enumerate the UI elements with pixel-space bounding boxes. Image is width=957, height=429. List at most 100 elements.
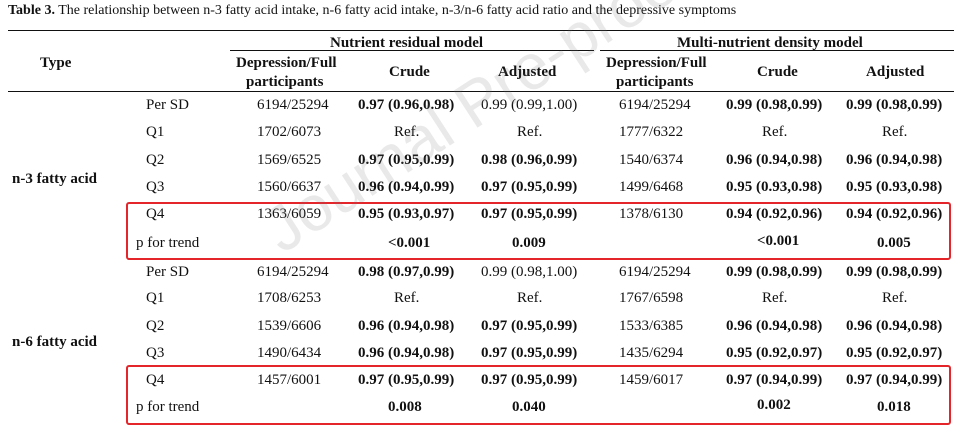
table-cell: 1539/6606: [257, 318, 322, 334]
table-cell: 0.96 (0.94,0.98): [358, 318, 455, 334]
table-cell: 0.95 (0.93,0.97): [358, 206, 455, 222]
table-cell: <0.001: [388, 235, 431, 251]
header-depression-2b: participants: [616, 74, 694, 90]
table-cell: Ref.: [517, 124, 543, 140]
table-cell: 0.97 (0.95,0.99): [358, 152, 455, 168]
row-label: Q3: [146, 345, 165, 361]
table-cell: 6194/25294: [619, 264, 691, 280]
table-cell: 1540/6374: [619, 152, 684, 168]
table-cell: Ref.: [882, 290, 908, 306]
table-cell: 0.99 (0.98,0.99): [846, 97, 943, 113]
group2-rule: [600, 50, 954, 51]
table-cell: 0.97 (0.95,0.99): [358, 372, 455, 388]
row-label: p for trend: [136, 399, 200, 415]
table-cell: 0.99 (0.98,0.99): [846, 264, 943, 280]
row-label: Q4: [146, 372, 165, 388]
table-cell: 0.97 (0.95,0.99): [481, 345, 578, 361]
row-label: Q1: [146, 124, 165, 140]
header-crude-2: Crude: [757, 64, 798, 80]
table-cell: 0.99 (0.98,1.00): [481, 264, 578, 280]
table-cell: Ref.: [517, 290, 543, 306]
table-cell: 0.94 (0.92,0.96): [726, 206, 823, 222]
row-label: Q1: [146, 290, 165, 306]
table-cell: 1767/6598: [619, 290, 684, 306]
row-label: p for trend: [136, 235, 200, 251]
section-label: n-3 fatty acid: [12, 171, 97, 187]
table-cell: 0.94 (0.92,0.96): [846, 206, 943, 222]
header-adjusted-2: Adjusted: [866, 64, 925, 80]
table-cell: Ref.: [762, 290, 788, 306]
table-cell: 0.96 (0.94,0.98): [358, 345, 455, 361]
table-cell: 0.96 (0.94,0.98): [846, 152, 943, 168]
table-cell: 0.95 (0.93,0.98): [726, 179, 823, 195]
table-cell: 0.018: [877, 399, 911, 415]
table-cell: 1378/6130: [619, 206, 684, 222]
header-group-nutrient-residual: Nutrient residual model: [330, 35, 484, 51]
header-depression-1a: Depression/Full: [236, 55, 337, 71]
header-bottom-rule: [8, 91, 954, 92]
header-depression-2a: Depression/Full: [606, 55, 707, 71]
header-adjusted-1: Adjusted: [498, 64, 557, 80]
row-label: Q3: [146, 179, 165, 195]
table-cell: 6194/25294: [257, 264, 329, 280]
header-depression-1b: participants: [246, 74, 324, 90]
table-cell: 1533/6385: [619, 318, 684, 334]
table-cell: 0.95 (0.92,0.97): [726, 345, 823, 361]
table-cell: 0.99 (0.99,1.00): [481, 97, 578, 113]
table-cell: 0.040: [512, 399, 546, 415]
table-cell: 6194/25294: [619, 97, 691, 113]
row-label: Per SD: [146, 97, 189, 113]
table-cell: 0.97 (0.94,0.99): [726, 372, 823, 388]
row-label: Q2: [146, 152, 165, 168]
table-cell: 0.98 (0.97,0.99): [358, 264, 455, 280]
row-label: Q4: [146, 206, 165, 222]
top-rule: [8, 30, 954, 31]
table-cell: 1499/6468: [619, 179, 684, 195]
table-cell: Ref.: [394, 290, 420, 306]
table-caption: Table 3. The relationship between n-3 fa…: [8, 3, 736, 19]
table-cell: 0.002: [757, 397, 791, 413]
header-type: Type: [40, 55, 72, 71]
table-cell: Ref.: [762, 124, 788, 140]
table-cell: Ref.: [394, 124, 420, 140]
table-cell: 0.005: [877, 235, 911, 251]
table-cell: 0.96 (0.94,0.98): [726, 318, 823, 334]
table-cell: 0.97 (0.95,0.99): [481, 372, 578, 388]
table-cell: 1459/6017: [619, 372, 684, 388]
table-cell: 0.97 (0.95,0.99): [481, 206, 578, 222]
row-label: Per SD: [146, 264, 189, 280]
table-cell: 1435/6294: [619, 345, 684, 361]
table-cell: 0.96 (0.94,0.99): [358, 179, 455, 195]
table-cell: 1457/6001: [257, 372, 322, 388]
table-cell: 0.95 (0.92,0.97): [846, 345, 943, 361]
table-cell: 0.99 (0.98,0.99): [726, 264, 823, 280]
table-cell: 1569/6525: [257, 152, 322, 168]
table-cell: 0.98 (0.96,0.99): [481, 152, 578, 168]
table-cell: 1560/6637: [257, 179, 322, 195]
header-group-multi-nutrient: Multi-nutrient density model: [677, 35, 863, 51]
table-cell: 0.99 (0.98,0.99): [726, 97, 823, 113]
group1-rule: [230, 50, 594, 51]
table-cell: 0.97 (0.96,0.98): [358, 97, 455, 113]
table-cell: 0.95 (0.93,0.98): [846, 179, 943, 195]
table-cell: Ref.: [882, 124, 908, 140]
table-cell: 1708/6253: [257, 290, 322, 306]
table-cell: 0.97 (0.95,0.99): [481, 318, 578, 334]
table-cell: <0.001: [757, 233, 800, 249]
table-cell: 0.97 (0.94,0.99): [846, 372, 943, 388]
table-cell: 1777/6322: [619, 124, 684, 140]
table-cell: 0.96 (0.94,0.98): [726, 152, 823, 168]
caption-text: The relationship between n-3 fatty acid …: [54, 3, 737, 18]
table-label: Table 3.: [8, 3, 55, 18]
table-cell: 1702/6073: [257, 124, 322, 140]
table-cell: 0.008: [388, 399, 422, 415]
table-cell: 0.009: [512, 235, 546, 251]
table-cell: 0.97 (0.95,0.99): [481, 179, 578, 195]
table-cell: 0.96 (0.94,0.98): [846, 318, 943, 334]
table-cell: 6194/25294: [257, 97, 329, 113]
header-crude-1: Crude: [389, 64, 430, 80]
table-cell: 1490/6434: [257, 345, 322, 361]
row-label: Q2: [146, 318, 165, 334]
section-label: n-6 fatty acid: [12, 334, 97, 350]
table-cell: 1363/6059: [257, 206, 322, 222]
